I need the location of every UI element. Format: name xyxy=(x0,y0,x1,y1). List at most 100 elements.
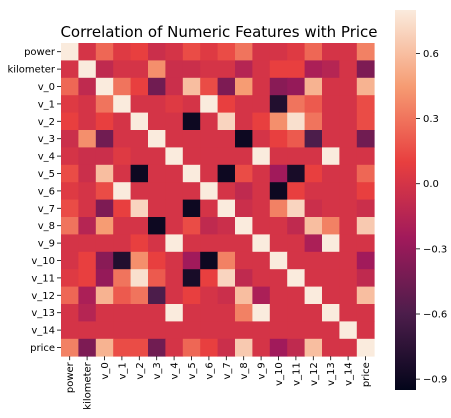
heatmap-cell xyxy=(269,43,288,61)
heatmap-cell xyxy=(322,60,340,79)
heatmap-cell xyxy=(148,112,166,131)
heatmap-cell xyxy=(252,286,271,305)
heatmap-cell xyxy=(356,95,375,113)
heatmap-cell xyxy=(182,95,201,113)
heatmap-cell xyxy=(200,95,218,113)
heatmap-cell xyxy=(304,269,323,287)
heatmap-cell xyxy=(182,286,201,305)
x-tick-label: v_11 xyxy=(291,362,302,386)
heatmap-cell xyxy=(217,112,236,131)
heatmap-cell xyxy=(165,269,184,287)
heatmap-cell xyxy=(165,234,184,253)
heatmap-cell xyxy=(339,286,358,305)
heatmap-cell xyxy=(148,60,166,79)
y-tick-label: v_7 xyxy=(38,204,55,215)
heatmap-cell xyxy=(78,286,97,305)
heatmap-cell xyxy=(95,77,114,96)
heatmap-cell xyxy=(182,269,201,287)
heatmap-cell xyxy=(252,234,271,253)
heatmap-cell xyxy=(269,77,288,96)
heatmap-cell xyxy=(182,217,201,235)
heatmap-cell xyxy=(287,269,305,287)
heatmap-cell xyxy=(217,60,236,79)
heatmap-cell xyxy=(165,217,184,235)
heatmap-cell xyxy=(95,199,114,218)
heatmap-cell xyxy=(148,321,166,340)
heatmap-cell xyxy=(356,77,375,96)
heatmap-cell xyxy=(130,130,149,148)
y-tick-label: v_11 xyxy=(31,273,55,284)
heatmap-cell xyxy=(269,304,288,322)
heatmap-cell xyxy=(78,147,97,166)
heatmap-cell xyxy=(304,112,323,131)
heatmap-cell xyxy=(217,304,236,322)
heatmap-cell xyxy=(322,304,340,322)
y-tick-label: v_1 xyxy=(38,99,55,110)
heatmap-cell xyxy=(165,286,184,305)
heatmap-cell xyxy=(269,199,288,218)
heatmap-cell xyxy=(287,77,305,96)
heatmap-cell xyxy=(95,147,114,166)
heatmap-cell xyxy=(339,164,358,183)
y-tick-label: v_6 xyxy=(38,186,55,197)
x-tick-label: v_8 xyxy=(239,362,250,379)
heatmap-cell xyxy=(339,251,358,270)
heatmap-cell xyxy=(217,251,236,270)
heatmap-cell xyxy=(287,43,305,61)
heatmap-cell xyxy=(235,338,253,357)
heatmap-cell xyxy=(113,77,131,96)
heatmap-cell xyxy=(304,182,323,200)
heatmap-cell xyxy=(95,321,114,340)
heatmap-cell xyxy=(95,43,114,61)
heatmap-cell xyxy=(61,147,79,166)
heatmap-cell xyxy=(148,338,166,357)
heatmap-cell xyxy=(304,164,323,183)
heatmap-cell xyxy=(235,269,253,287)
heatmap-cell xyxy=(113,60,131,79)
heatmap-cell xyxy=(269,95,288,113)
y-tick-label: v_14 xyxy=(31,326,55,337)
heatmap-cell xyxy=(339,77,358,96)
heatmap-cell xyxy=(269,338,288,357)
colorbar-tick-label: −0.3 xyxy=(423,244,447,255)
y-tick-label: price xyxy=(30,343,55,354)
heatmap-cell xyxy=(304,321,323,340)
heatmap-cell xyxy=(252,321,271,340)
heatmap-cell xyxy=(339,217,358,235)
heatmap-cell xyxy=(130,95,149,113)
heatmap-cell xyxy=(148,77,166,96)
chart-title: Correlation of Numeric Features with Pri… xyxy=(60,23,377,41)
heatmap-cell xyxy=(182,338,201,357)
heatmap-cell xyxy=(200,286,218,305)
heatmap-cell xyxy=(78,251,97,270)
heatmap-cell xyxy=(148,217,166,235)
y-tick-label: v_4 xyxy=(38,152,55,163)
heatmap-cell xyxy=(217,95,236,113)
heatmap-cell xyxy=(78,304,97,322)
heatmap-cell xyxy=(113,199,131,218)
heatmap-cell xyxy=(61,43,79,61)
heatmap-cell xyxy=(269,112,288,131)
x-tick-label: v_3 xyxy=(152,362,163,379)
heatmap-cell xyxy=(235,217,253,235)
heatmap-cell xyxy=(217,321,236,340)
heatmap-cell xyxy=(339,304,358,322)
x-tick-label: v_0 xyxy=(100,362,111,379)
heatmap-cell xyxy=(130,251,149,270)
heatmap-cell xyxy=(356,60,375,79)
heatmap-cell xyxy=(304,234,323,253)
heatmap-cell xyxy=(200,130,218,148)
y-tick-label: power xyxy=(24,47,56,58)
heatmap-cell xyxy=(182,251,201,270)
heatmap-cell xyxy=(182,234,201,253)
heatmap-cell xyxy=(148,251,166,270)
heatmap-cell xyxy=(322,251,340,270)
heatmap-cell xyxy=(339,43,358,61)
heatmap-cell xyxy=(235,321,253,340)
heatmap-cell xyxy=(252,147,271,166)
x-tick-label: v_1 xyxy=(117,362,128,379)
heatmap-cell xyxy=(95,286,114,305)
heatmap-cell xyxy=(304,251,323,270)
heatmap-cell xyxy=(217,269,236,287)
heatmap-cell xyxy=(148,234,166,253)
